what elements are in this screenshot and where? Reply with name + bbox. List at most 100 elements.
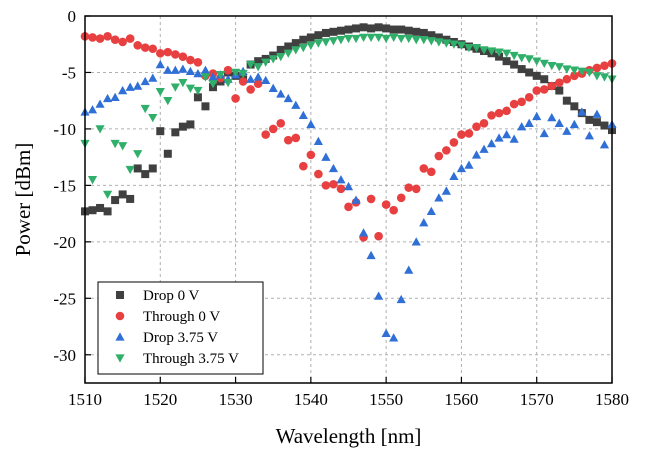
data-point <box>525 68 534 77</box>
data-point <box>111 196 120 205</box>
data-point <box>517 65 526 74</box>
data-point <box>456 41 467 50</box>
data-point <box>268 55 278 64</box>
data-point <box>532 111 542 121</box>
data-point <box>343 34 354 44</box>
data-point <box>419 28 428 37</box>
data-point <box>155 48 165 58</box>
data-point <box>306 33 315 42</box>
y-tick-label: -10 <box>53 120 76 139</box>
data-point <box>201 102 210 111</box>
data-point <box>133 41 142 50</box>
data-point <box>306 119 316 129</box>
data-point <box>186 55 195 65</box>
data-point <box>547 62 557 71</box>
data-point <box>479 144 489 153</box>
data-point <box>374 23 383 32</box>
data-point <box>118 85 128 95</box>
data-point <box>102 93 113 103</box>
data-point <box>261 58 271 67</box>
data-point <box>329 179 338 189</box>
data-point <box>562 126 572 135</box>
y-tick-label: -25 <box>53 289 76 308</box>
data-point <box>148 164 157 173</box>
data-point <box>509 134 519 143</box>
data-point <box>276 52 286 62</box>
data-point <box>299 35 308 44</box>
data-point <box>358 228 369 237</box>
data-point <box>584 68 595 78</box>
data-point <box>502 49 512 58</box>
data-point <box>577 67 587 76</box>
data-point <box>261 75 271 85</box>
data-point <box>547 113 557 122</box>
data-point <box>404 26 413 35</box>
legend-marker <box>115 311 125 321</box>
data-point <box>366 250 376 260</box>
legend-label: Through 3.75 V <box>143 351 239 367</box>
data-point <box>200 65 211 74</box>
data-point <box>178 78 188 88</box>
data-point <box>328 37 339 46</box>
data-point <box>411 36 421 45</box>
legend: Drop 0 V Through 0 V Drop 3.75 V Through 3.… <box>97 281 264 375</box>
data-point <box>494 108 504 118</box>
data-point <box>554 118 564 127</box>
data-point <box>434 193 444 202</box>
data-point <box>366 194 376 204</box>
data-point <box>570 71 579 81</box>
data-point <box>502 57 511 66</box>
data-point <box>96 203 105 212</box>
data-point <box>539 128 549 138</box>
x-axis-title: Wavelength [nm] <box>276 424 422 448</box>
data-point <box>456 163 467 173</box>
data-point <box>599 73 610 82</box>
data-point <box>434 151 444 161</box>
data-point <box>449 171 459 181</box>
data-point <box>426 37 436 46</box>
data-point <box>178 122 187 131</box>
data-point <box>186 120 195 129</box>
data-point <box>411 237 421 246</box>
data-point <box>426 206 436 216</box>
data-point <box>155 87 165 97</box>
legend-label: Drop 0 V <box>143 288 200 304</box>
data-point <box>246 74 256 83</box>
data-point <box>442 146 451 155</box>
data-point <box>389 33 399 43</box>
data-point <box>110 35 120 45</box>
data-point <box>570 102 579 111</box>
data-point <box>253 63 263 72</box>
data-point <box>185 66 195 76</box>
data-point <box>592 63 602 73</box>
data-point <box>577 107 587 116</box>
data-point <box>336 26 345 35</box>
data-point <box>381 34 391 44</box>
x-tick-label: 1520 <box>143 390 177 409</box>
data-point <box>102 190 113 200</box>
data-point <box>539 85 549 94</box>
data-point <box>170 65 180 74</box>
data-point <box>381 200 391 209</box>
data-point <box>291 46 301 55</box>
data-point <box>291 39 300 48</box>
data-point <box>171 50 180 59</box>
data-point <box>141 170 150 179</box>
data-point <box>163 47 173 57</box>
data-point <box>95 125 105 134</box>
data-point <box>170 83 180 92</box>
data-point <box>276 45 285 54</box>
x-tick-label: 1550 <box>369 390 403 409</box>
data-point <box>509 51 519 61</box>
data-point <box>562 74 572 84</box>
data-point <box>374 291 384 300</box>
plot-frame <box>84 15 613 384</box>
series-4 <box>80 33 617 200</box>
data-point <box>389 25 398 34</box>
y-tick-label: -15 <box>53 176 76 195</box>
data-point <box>344 202 353 212</box>
data-point <box>532 57 542 66</box>
data-point <box>434 38 444 47</box>
data-point <box>600 121 609 130</box>
data-point <box>547 81 557 91</box>
